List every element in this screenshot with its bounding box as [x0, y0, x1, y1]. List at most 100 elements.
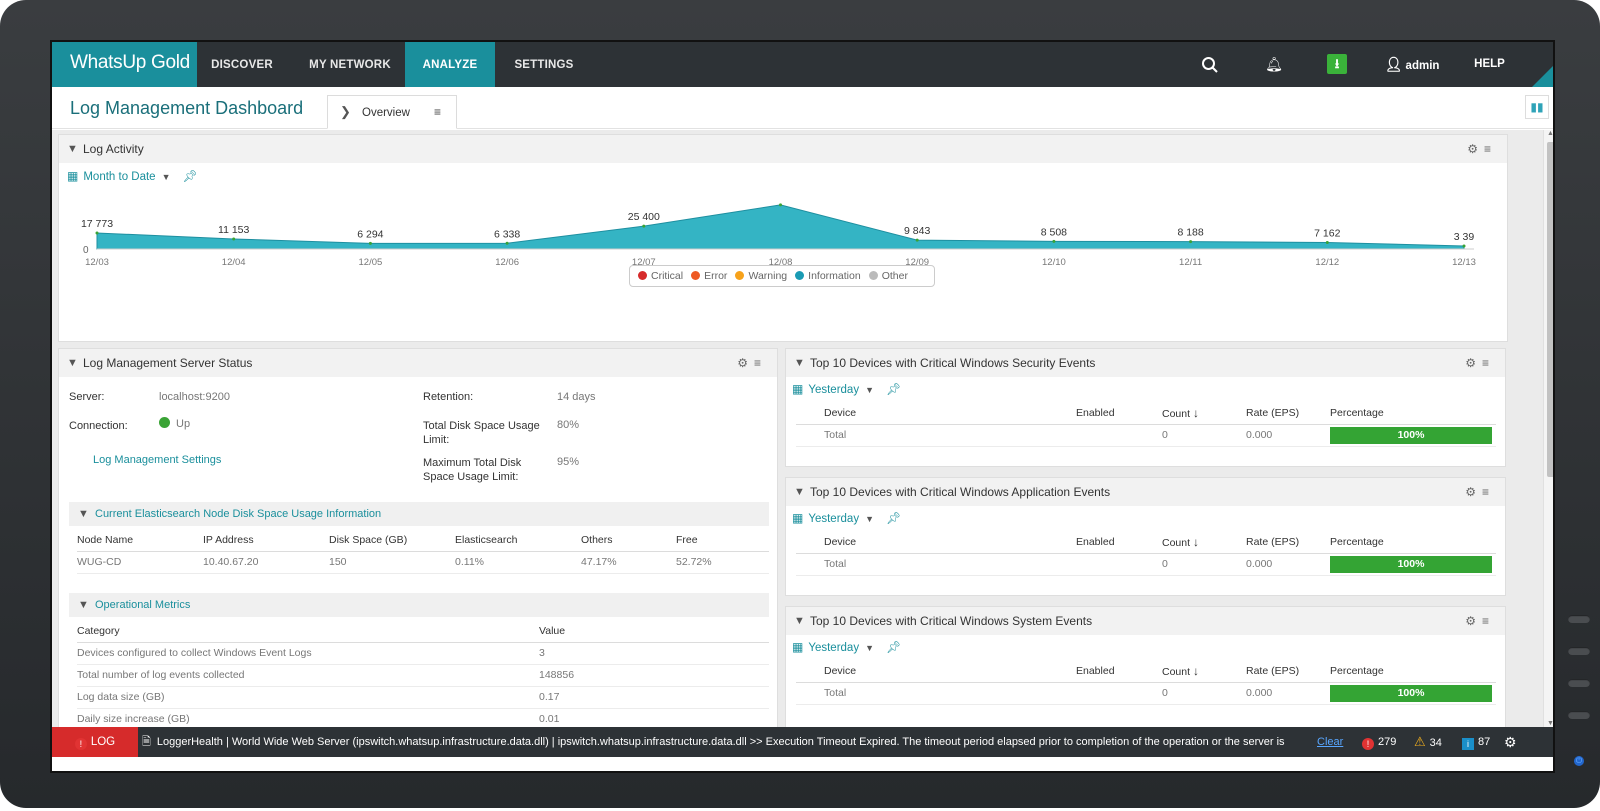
monitor-side-buttons: [1568, 615, 1590, 743]
menu-icon[interactable]: ≡: [753, 356, 767, 370]
pin-icon[interactable]: 📌︎: [886, 640, 902, 654]
user-menu[interactable]: 👤︎ admin: [1377, 42, 1447, 87]
max-disk-value: 95%: [557, 456, 580, 468]
collapse-icon[interactable]: ▼: [794, 357, 805, 369]
connection-label: Connection:: [69, 420, 128, 432]
legend-item[interactable]: Error: [691, 270, 727, 282]
status-message[interactable]: 🗎 LoggerHealth | World Wide Web Server (i…: [142, 727, 1292, 757]
table-header-row: Device Enabled Count ↓ Rate (EPS) Percen…: [796, 660, 1496, 683]
vertical-scrollbar[interactable]: ▲ ▼: [1543, 130, 1554, 727]
log-button[interactable]: ! LOG: [52, 727, 138, 757]
server-status-title: Log Management Server Status: [83, 356, 253, 370]
dropdown-caret-icon: ▼: [161, 172, 171, 182]
application-events-header[interactable]: ▼ Top 10 Devices with Critical Windows A…: [786, 478, 1505, 506]
system-events-header[interactable]: ▼ Top 10 Devices with Critical Windows S…: [786, 607, 1505, 635]
log-management-settings-link[interactable]: Log Management Settings: [93, 454, 222, 466]
legend-item[interactable]: Warning: [735, 270, 787, 282]
tab-overview[interactable]: ❯ Overview ≡: [327, 95, 457, 129]
table-cell: [1076, 553, 1162, 576]
menu-icon[interactable]: ≡: [1481, 614, 1495, 628]
table-header-row: Node Name IP Address Disk Space (GB) Ela…: [77, 529, 769, 552]
warning-count[interactable]: ⚠ 34: [1414, 727, 1442, 758]
app-logo[interactable]: WhatsUp Gold: [52, 42, 197, 87]
table-cell: Total: [796, 682, 1076, 705]
collapse-icon[interactable]: ▼: [794, 486, 805, 498]
gear-icon[interactable]: ⚙: [1504, 734, 1517, 750]
elasticsearch-section-header[interactable]: ▼ Current Elasticsearch Node Disk Space …: [69, 502, 769, 526]
table-row[interactable]: Total 0 0.000 100%: [796, 682, 1496, 705]
scroll-down-icon[interactable]: ▼: [1547, 720, 1554, 727]
date-range-selector[interactable]: ▦ Month to Date ▼ 📌︎: [67, 169, 198, 183]
gear-icon[interactable]: ⚙: [1465, 356, 1482, 370]
table-header-row: Device Enabled Count ↓ Rate (EPS) Percen…: [796, 402, 1496, 425]
nav-discover[interactable]: DISCOVER: [211, 59, 273, 71]
critical-count[interactable]: ! 279: [1362, 727, 1396, 757]
column-header: Percentage: [1330, 402, 1496, 425]
legend-item[interactable]: Critical: [638, 270, 683, 282]
server-status-header[interactable]: ▼ Log Management Server Status ⚙≡: [59, 349, 777, 377]
chart-view-icon[interactable]: ▮▮: [1525, 95, 1549, 119]
legend-item[interactable]: Information: [795, 270, 861, 282]
user-icon: 👤︎: [1384, 56, 1403, 72]
collapse-icon[interactable]: ▼: [78, 508, 89, 520]
menu-icon[interactable]: ≡: [1481, 356, 1495, 370]
data-label: 9 843: [904, 225, 930, 237]
help-link[interactable]: HELP: [1474, 58, 1505, 70]
info-count[interactable]: i 87: [1462, 727, 1490, 757]
legend-item[interactable]: Other: [868, 270, 908, 282]
table-cell: 0.11%: [455, 551, 581, 574]
retention-label: Retention:: [423, 391, 474, 403]
legend-label: Error: [704, 270, 728, 282]
tab-menu-icon[interactable]: ≡: [434, 105, 442, 119]
table-row[interactable]: Log data size (GB) 0.17: [77, 686, 769, 709]
operational-metrics-header[interactable]: ▼ Operational Metrics: [69, 593, 769, 617]
table-row[interactable]: Total number of log events collected 1488…: [77, 664, 769, 687]
menu-icon[interactable]: ≡: [1483, 142, 1497, 156]
date-range-selector[interactable]: ▦ Yesterday ▼ 📌︎: [792, 511, 901, 525]
log-activity-header[interactable]: ▼ Log Activity ⚙≡: [59, 135, 1507, 163]
date-range-selector[interactable]: ▦ Yesterday ▼ 📌︎: [792, 382, 901, 396]
pin-icon[interactable]: 📌︎: [886, 511, 902, 525]
table-row[interactable]: WUG-CD 10.40.67.20 150 0.11% 47.17% 52.7…: [77, 551, 769, 574]
scroll-up-icon[interactable]: ▲: [1547, 130, 1554, 137]
security-events-header[interactable]: ▼ Top 10 Devices with Critical Windows S…: [786, 349, 1505, 377]
nav-my-network[interactable]: MY NETWORK: [309, 59, 391, 71]
table-row[interactable]: Total 0 0.000 100%: [796, 553, 1496, 576]
column-header[interactable]: Count ↓: [1162, 660, 1246, 683]
table-cell: 0: [1162, 682, 1246, 705]
download-icon[interactable]: ⭳: [1327, 54, 1347, 74]
legend-dot-icon: [735, 271, 745, 280]
dropdown-caret-icon: ▼: [865, 643, 874, 653]
collapse-icon[interactable]: ▼: [67, 143, 78, 155]
menu-icon[interactable]: ≡: [1481, 485, 1495, 499]
table-row[interactable]: Daily size increase (GB) 0.01: [77, 708, 769, 727]
table-cell: 0.01: [539, 708, 769, 727]
gear-icon[interactable]: ⚙: [737, 356, 754, 370]
collapse-icon[interactable]: ▼: [78, 599, 89, 611]
table-row[interactable]: Devices configured to collect Windows Ev…: [77, 642, 769, 665]
system-events-panel: ▼ Top 10 Devices with Critical Windows S…: [785, 606, 1506, 727]
collapse-icon[interactable]: ▼: [794, 615, 805, 627]
search-icon[interactable]: [1195, 42, 1225, 87]
bell-icon[interactable]: 🔔︎: [1265, 56, 1283, 72]
server-status-panel: ▼ Log Management Server Status ⚙≡ Server…: [58, 348, 778, 727]
pin-icon[interactable]: 📌︎: [886, 382, 902, 396]
clear-link[interactable]: Clear: [1317, 736, 1344, 748]
dropdown-caret-icon: ▼: [865, 385, 874, 395]
date-range-selector[interactable]: ▦ Yesterday ▼ 📌︎: [792, 640, 901, 654]
scrollbar-thumb[interactable]: [1547, 142, 1553, 477]
status-bar: ! LOG 🗎 LoggerHealth | World Wide Web Serv…: [52, 727, 1553, 758]
nav-analyze[interactable]: ANALYZE: [405, 42, 495, 87]
table-cell: Daily size increase (GB): [77, 708, 539, 727]
column-header[interactable]: Count ↓: [1162, 402, 1246, 425]
nav-settings[interactable]: SETTINGS: [514, 59, 574, 71]
gear-icon[interactable]: ⚙: [1467, 142, 1484, 156]
connection-value: Up: [176, 418, 191, 430]
table-row[interactable]: Total 0 0.000 100%: [796, 424, 1496, 447]
column-header[interactable]: Count ↓: [1162, 531, 1246, 554]
collapse-icon[interactable]: ▼: [67, 357, 78, 369]
pin-icon[interactable]: 📌︎: [182, 169, 198, 183]
gear-icon[interactable]: ⚙: [1465, 614, 1482, 628]
gear-icon[interactable]: ⚙: [1465, 485, 1482, 499]
